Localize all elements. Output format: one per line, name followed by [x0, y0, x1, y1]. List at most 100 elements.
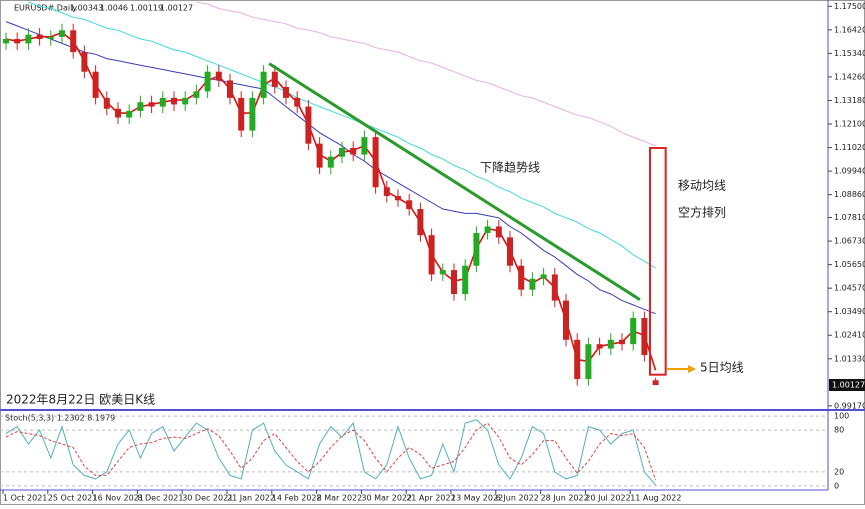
candle-body	[406, 200, 413, 210]
y-tick-label: 0	[834, 481, 839, 490]
candle-body	[47, 36, 54, 40]
oscillator-line	[5, 422, 657, 481]
moving-average	[196, 1, 656, 147]
arrow-label: 5日均线	[700, 361, 744, 375]
x-tick-label: 13 May 2022	[451, 494, 503, 503]
y-tick-label: 20	[834, 467, 844, 476]
candle-body	[484, 226, 491, 234]
candle-body	[215, 71, 222, 81]
candle-body	[473, 233, 480, 266]
candle-body	[249, 97, 256, 131]
y-tick-label: 1.02410	[834, 331, 865, 340]
y-tick-label: 1.15340	[834, 49, 865, 58]
box-label: 移动均线	[678, 179, 726, 193]
candle-body	[59, 30, 65, 37]
y-tick-label: 100	[834, 412, 849, 421]
candle-body	[148, 102, 155, 107]
trend-label: 下降趋势线	[480, 161, 540, 175]
y-tick-label: 1.09940	[834, 167, 865, 176]
y-tick-label: 1.17500	[834, 2, 865, 11]
candle-body	[607, 339, 614, 349]
x-tick-label: 1 Oct 2021	[3, 494, 47, 503]
candle-body	[451, 270, 457, 295]
high-value: 1.0046	[100, 4, 128, 13]
candle-body	[372, 137, 379, 188]
candle-body	[159, 97, 166, 107]
candle-body	[507, 237, 513, 266]
y-tick-label: 1.06730	[834, 237, 865, 246]
candle-body	[395, 195, 401, 201]
y-tick-label: 1.13180	[834, 96, 865, 105]
candle-body	[383, 187, 390, 196]
candle-body	[563, 300, 569, 340]
candle-body	[540, 274, 547, 279]
x-tick-label: 14 Feb 2022	[272, 494, 322, 503]
highlight-box	[649, 147, 667, 376]
candle-body	[417, 209, 424, 236]
x-tick-label: 25 Oct 2021	[48, 494, 97, 503]
candle-body	[36, 34, 43, 40]
candle-body	[137, 102, 144, 111]
x-tick-label: 16 Nov 2021	[93, 494, 144, 503]
candle-body	[641, 318, 648, 356]
candle-body	[518, 265, 525, 290]
trend-line	[268, 62, 641, 301]
y-tick-label: 1.01330	[834, 354, 865, 363]
candle-body	[70, 30, 77, 53]
y-tick-label: 1.08860	[834, 190, 865, 199]
candle-body	[182, 97, 189, 105]
x-tick-label: 28 Jun 2022	[541, 494, 589, 503]
y-tick-label: 1.14260	[834, 72, 865, 81]
x-tick-label: 30 Dec 2021	[182, 494, 233, 503]
candle-body	[462, 265, 469, 295]
candle-body	[126, 110, 133, 118]
candle-body	[305, 106, 312, 144]
candle-body	[92, 71, 99, 98]
candle-body	[283, 86, 289, 98]
candle-body	[619, 339, 625, 345]
y-tick-label: 1.11020	[834, 143, 865, 152]
y-tick-label: 1.07810	[834, 213, 865, 222]
candle-body	[439, 270, 446, 275]
close-value: 1.00127	[160, 4, 193, 13]
y-tick-label: 1.16420	[834, 25, 865, 34]
candle-body	[14, 39, 21, 44]
candle-body	[103, 97, 110, 109]
candle-body	[585, 344, 592, 380]
box-label: 空方排列	[678, 205, 726, 220]
candle-body	[81, 52, 88, 72]
candle-body	[529, 278, 536, 290]
candle-body	[495, 226, 502, 238]
price-tag-label: 1.00127	[832, 380, 865, 389]
candle-body	[596, 344, 603, 349]
open-value: 1.00343	[70, 4, 103, 13]
moving-average	[28, 1, 656, 269]
candle-body	[339, 148, 345, 157]
x-tick-label: 21 Apr 2022	[406, 494, 455, 503]
candle-body	[204, 71, 211, 92]
x-tick-label: 30 Mar 2022	[361, 494, 412, 503]
candle-body	[25, 34, 32, 44]
candle-body	[3, 39, 9, 44]
oscillator-line	[5, 419, 656, 486]
y-tick-label: 1.05650	[834, 260, 865, 269]
y-tick-label: 80	[834, 426, 844, 435]
symbol: EURUSD#,Daily	[14, 4, 77, 13]
stoch-title: Stoch(5,3,3) 1.2302 8.1979	[5, 414, 115, 423]
price-tag	[829, 378, 865, 391]
x-tick-label: 6 Jun 2022	[496, 494, 539, 503]
candle-body	[115, 108, 121, 118]
y-tick-label: 1.04570	[834, 284, 865, 293]
candle-body	[327, 156, 334, 168]
y-tick-label: 1.12100	[834, 120, 865, 129]
y-tick-label: 1.03490	[834, 307, 865, 316]
candle-body	[361, 137, 368, 155]
low-value: 1.00119	[130, 4, 163, 13]
candle-body	[171, 97, 177, 105]
caption: 2022年8月22日 欧美日K线	[6, 393, 155, 407]
x-tick-label: 11 Aug 2022	[630, 494, 681, 503]
candle-body	[271, 71, 278, 87]
moving-average	[5, 21, 656, 315]
candle-body	[238, 97, 245, 131]
candle-body	[652, 380, 659, 385]
